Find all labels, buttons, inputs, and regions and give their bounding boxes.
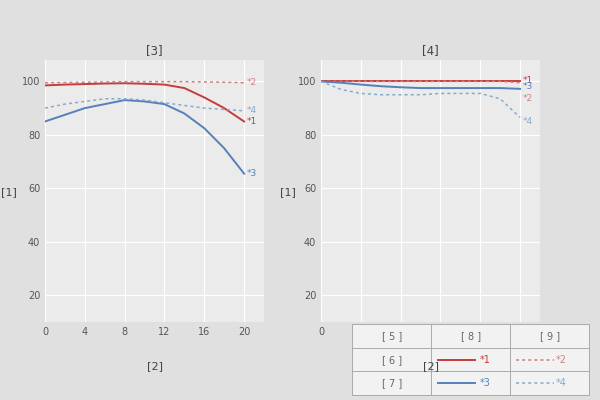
Text: [ 6 ]: [ 6 ]: [382, 354, 402, 365]
FancyBboxPatch shape: [352, 324, 589, 395]
Text: [1]: [1]: [280, 187, 296, 197]
Text: *1: *1: [523, 76, 533, 84]
Text: *3: *3: [247, 169, 257, 178]
Title: [4]: [4]: [422, 44, 439, 58]
Text: [ 7 ]: [ 7 ]: [382, 378, 402, 388]
Title: [3]: [3]: [146, 44, 163, 58]
Text: [1]: [1]: [1, 187, 17, 197]
Text: [ 5 ]: [ 5 ]: [382, 331, 402, 341]
Text: [2]: [2]: [147, 361, 163, 371]
Text: *4: *4: [523, 117, 533, 126]
Text: *3: *3: [480, 378, 491, 388]
Text: *2: *2: [247, 78, 257, 87]
Text: [2]: [2]: [423, 361, 439, 371]
Text: *4: *4: [556, 378, 567, 388]
Text: [ 9 ]: [ 9 ]: [539, 331, 560, 341]
Text: *2: *2: [523, 94, 533, 103]
Text: [ 8 ]: [ 8 ]: [461, 331, 481, 341]
Text: *3: *3: [523, 82, 533, 91]
Text: *1: *1: [480, 354, 491, 365]
Text: *2: *2: [556, 354, 567, 365]
Text: *1: *1: [247, 117, 257, 126]
Text: *4: *4: [247, 106, 257, 115]
